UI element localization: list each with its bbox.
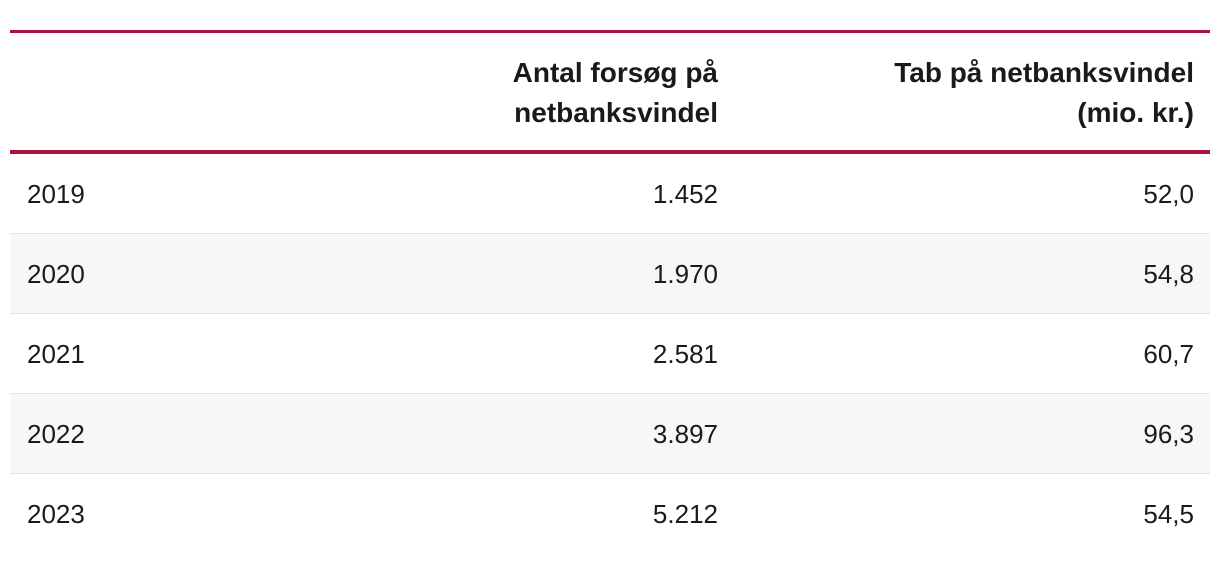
table-cell: 2023 xyxy=(27,499,85,529)
table-cell: 2022 xyxy=(27,419,85,449)
table-cell: 52,0 xyxy=(1143,179,1194,209)
table-cell: 3.897 xyxy=(652,419,718,449)
column-header: Antal forsøg på netbanksvindel xyxy=(512,57,718,128)
table-row: 2019 1.452 52,0 xyxy=(10,154,1210,234)
table-row: 2023 5.212 54,5 xyxy=(10,474,1210,553)
table-cell: 54,8 xyxy=(1143,259,1194,289)
table-cell: 1.970 xyxy=(652,259,718,289)
table-row: 2021 2.581 60,7 xyxy=(10,314,1210,394)
column-header: Tab på netbanksvindel (mio. kr.) xyxy=(894,57,1194,128)
table-cell: 1.452 xyxy=(652,179,718,209)
table-row: 2022 3.897 96,3 xyxy=(10,394,1210,474)
table-cell: 2021 xyxy=(27,339,85,369)
table-row: 2020 1.970 54,8 xyxy=(10,234,1210,314)
table-cell: 2.581 xyxy=(652,339,718,369)
table-header: Antal forsøg på netbanksvindel Tab på ne… xyxy=(10,30,1210,154)
table-cell: 2020 xyxy=(27,259,85,289)
table-cell: 54,5 xyxy=(1143,499,1194,529)
table-cell: 96,3 xyxy=(1143,419,1194,449)
table-cell: 60,7 xyxy=(1143,339,1194,369)
table: Antal forsøg på netbanksvindel Tab på ne… xyxy=(10,30,1210,553)
table-body: 2019 1.452 52,0 2020 1.970 54,8 2021 2.581 60,7 2… xyxy=(10,154,1210,553)
table-cell: 2019 xyxy=(27,179,85,209)
table-cell: 5.212 xyxy=(652,499,718,529)
